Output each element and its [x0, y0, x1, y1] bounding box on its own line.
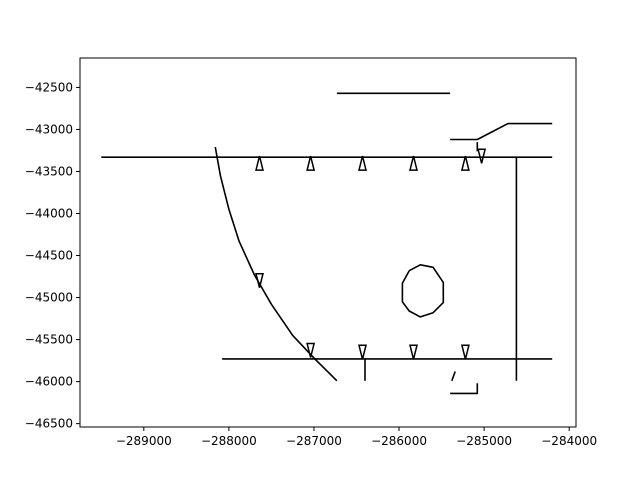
x-tick-label: −284000 [541, 434, 597, 448]
plot-frame [79, 57, 577, 428]
x-axis: −289000 −288000 −287000 −286000 −285000 −2840… [116, 427, 597, 448]
y-tick-label: −45500 [25, 333, 73, 347]
x-tick-label: −286000 [371, 434, 427, 448]
marker-up-4 [460, 155, 470, 171]
line-upper-right-branch [450, 122, 553, 141]
marker-down-8 [358, 344, 367, 360]
y-tick-label: −42500 [25, 80, 73, 94]
marker-down-5 [477, 148, 487, 164]
y-tick-label: −44000 [25, 207, 73, 221]
line-lower-dash [451, 371, 456, 382]
y-tick-label: −46000 [25, 375, 73, 389]
line-lower-hook [450, 383, 479, 395]
marker-down-7 [306, 342, 316, 358]
y-tick-label: −43000 [25, 122, 73, 136]
x-tick-label: −289000 [116, 434, 172, 448]
marker-up-2 [358, 155, 367, 171]
marker-up-0 [255, 155, 264, 171]
marker-up-3 [409, 155, 418, 171]
y-axis: −42500 −43000 −43500 −44000 −44500 −45000 −455… [25, 80, 80, 431]
x-tick-label: −285000 [456, 434, 512, 448]
y-tick-label: −43500 [25, 164, 73, 178]
line-oval [401, 263, 445, 318]
plot-content [101, 92, 553, 395]
marker-down-6 [255, 272, 264, 288]
x-tick-label: −288000 [201, 434, 257, 448]
marker-down-9 [409, 344, 418, 360]
marker-down-10 [460, 344, 470, 360]
y-tick-label: −44500 [25, 249, 73, 263]
line-curved-road [214, 146, 338, 382]
marker-up-1 [306, 155, 316, 171]
y-tick-label: −45000 [25, 291, 73, 305]
y-tick-label: −46500 [25, 417, 73, 431]
x-tick-label: −287000 [286, 434, 342, 448]
